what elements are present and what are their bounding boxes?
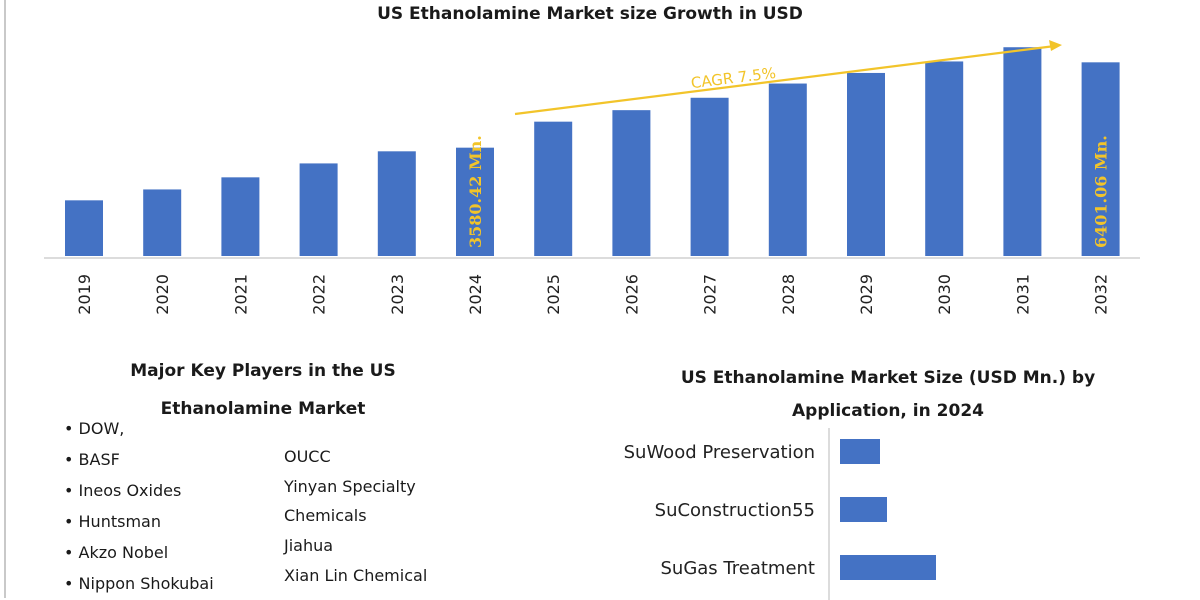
key-player-item: • DOW, <box>64 419 125 438</box>
x-tick-label: 2029 <box>857 274 876 315</box>
bar-2026 <box>612 110 651 257</box>
key-player-item: OUCC <box>284 447 331 466</box>
application-category-label: SuConstruction55 <box>655 500 815 521</box>
bar-2024 <box>456 147 494 256</box>
x-tick-label: 2025 <box>544 274 563 315</box>
application-bar <box>840 497 887 522</box>
x-tick-label: 2024 <box>466 274 485 315</box>
bar-value-label: 3580.42 Mn. <box>466 135 485 248</box>
key-players-title-line-1: Major Key Players in the US <box>130 361 395 381</box>
key-player-item: • Nippon Shokubai <box>64 574 214 593</box>
application-chart-title-line-1: US Ethanolamine Market Size (USD Mn.) by <box>681 368 1095 388</box>
application-bar <box>840 555 936 580</box>
x-tick-label: 2031 <box>1013 274 1032 315</box>
infographic-frame <box>4 0 1196 598</box>
x-tick-label: 2021 <box>231 274 250 315</box>
key-player-item: Jiahua <box>284 536 334 555</box>
key-player-item: • Akzo Nobel <box>64 543 169 562</box>
cagr-annotation: CAGR 7.5% <box>690 64 777 92</box>
x-tick-label: 2022 <box>310 274 329 315</box>
bar-2019 <box>65 200 103 256</box>
key-player-item: Yinyan Specialty <box>284 477 416 496</box>
bar-2023 <box>377 151 416 256</box>
x-tick-label: 2019 <box>75 274 94 315</box>
x-tick-label: 2030 <box>935 274 954 315</box>
bar-2028 <box>768 83 807 257</box>
x-tick-label: 2026 <box>622 274 641 315</box>
cagr-arrow <box>514 44 1056 116</box>
key-player-item: Chemicals <box>284 506 367 525</box>
key-player-item: • BASF <box>64 450 120 469</box>
bar-2027 <box>690 97 729 256</box>
bar-2025 <box>534 121 573 257</box>
key-player-item: • Huntsman <box>64 512 161 531</box>
bar-2032 <box>1081 62 1120 256</box>
bar-2022 <box>299 163 338 256</box>
bar-2031 <box>1003 47 1042 256</box>
growth-chart-title: US Ethanolamine Market size Growth in US… <box>377 4 803 24</box>
application-bar <box>840 439 880 464</box>
key-player-item: Xian Lin Chemical <box>284 566 428 585</box>
x-tick-label: 2027 <box>701 274 720 315</box>
bar-2030 <box>925 61 964 257</box>
application-chart-title-line-2: Application, in 2024 <box>792 401 984 421</box>
x-tick-label: 2028 <box>779 274 798 315</box>
key-player-item: • Ineos Oxides <box>64 481 182 500</box>
bar-2021 <box>221 177 260 256</box>
bar-2020 <box>143 189 182 256</box>
cagr-arrowhead <box>1049 40 1062 51</box>
key-players-title-line-2: Ethanolamine Market <box>161 399 366 419</box>
x-tick-label: 2020 <box>153 274 172 315</box>
x-tick-label: 2023 <box>388 274 407 315</box>
bar-2029 <box>847 72 885 256</box>
bar-value-label: 6401.06 Mn. <box>1092 135 1111 248</box>
application-category-label: SuWood Preservation <box>624 442 815 463</box>
application-category-label: SuGas Treatment <box>660 558 815 579</box>
x-tick-label: 2032 <box>1092 274 1111 315</box>
